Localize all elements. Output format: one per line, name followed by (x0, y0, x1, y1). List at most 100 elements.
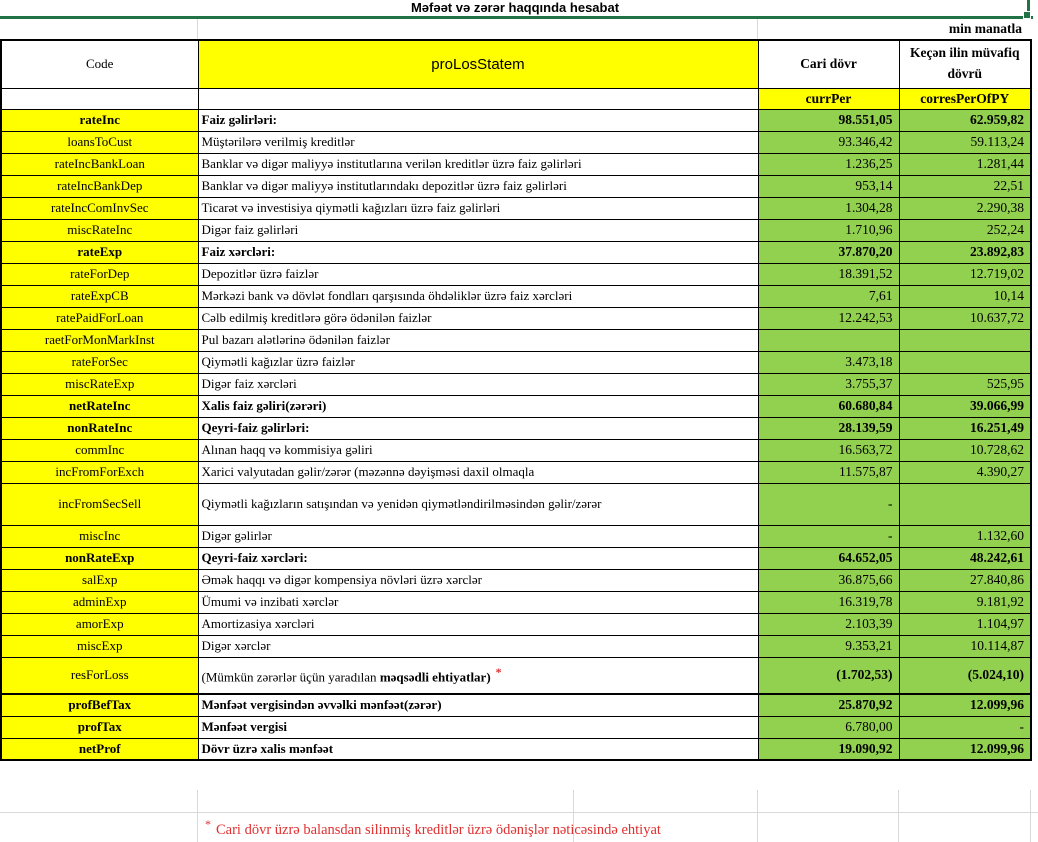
previous-period-value-cell[interactable]: 39.066,99 (898, 394, 1032, 418)
row-code-cell[interactable]: rateInc (0, 108, 199, 132)
row-label-cell[interactable]: Dövr üzrə xalis mənfəət (197, 737, 759, 761)
row-label-cell[interactable]: Banklar və digər maliyyə institutlarına … (197, 152, 759, 176)
row-label-cell[interactable]: Banklar və digər maliyyə institutlarında… (197, 174, 759, 198)
row-label-cell[interactable]: Digər faiz xərcləri (197, 372, 759, 396)
previous-period-value-cell[interactable]: 10,14 (898, 284, 1032, 308)
empty-cell[interactable] (197, 87, 759, 110)
row-code-cell[interactable]: nonRateInc (0, 416, 199, 440)
row-label-cell[interactable]: Xarici valyutadan gəlir/zərər (məzənnə d… (197, 460, 759, 484)
previous-period-header[interactable]: Keçən ilin müvafiq dövrü (898, 39, 1032, 89)
current-period-value-cell[interactable]: 1.304,28 (757, 196, 900, 220)
row-code-cell[interactable]: rateIncComInvSec (0, 196, 199, 220)
row-label-cell[interactable]: Digər xərclər (197, 634, 759, 658)
previous-period-value-cell[interactable]: (5.024,10) (898, 656, 1032, 695)
row-label-cell[interactable]: Faiz xərcləri: (197, 240, 759, 264)
previous-period-value-cell[interactable] (898, 482, 1032, 526)
current-period-value-cell[interactable]: 7,61 (757, 284, 900, 308)
row-code-cell[interactable]: rateIncBankDep (0, 174, 199, 198)
previous-period-value-cell[interactable]: 10.114,87 (898, 634, 1032, 658)
row-code-cell[interactable]: netRateInc (0, 394, 199, 418)
row-label-cell[interactable]: Mənfəət vergisindən əvvəlki mənfəət(zərə… (197, 693, 759, 717)
current-period-value-cell[interactable]: 1.236,25 (757, 152, 900, 176)
current-period-value-cell[interactable]: 60.680,84 (757, 394, 900, 418)
previous-period-value-cell[interactable] (898, 328, 1032, 352)
previous-period-value-cell[interactable]: 1.132,60 (898, 524, 1032, 548)
row-label-cell[interactable]: Ticarət və investisiya qiymətli kağızlar… (197, 196, 759, 220)
previous-period-value-cell[interactable]: 10.728,62 (898, 438, 1032, 462)
previous-period-value-cell[interactable]: 9.181,92 (898, 590, 1032, 614)
current-period-value-cell[interactable]: 953,14 (757, 174, 900, 198)
current-period-value-cell[interactable]: 6.780,00 (757, 715, 900, 739)
previous-period-value-cell[interactable]: - (898, 715, 1032, 739)
row-code-cell[interactable]: resForLoss (0, 656, 199, 695)
previous-period-value-cell[interactable]: 4.390,27 (898, 460, 1032, 484)
row-code-cell[interactable]: rateExp (0, 240, 199, 264)
row-code-cell[interactable]: rateIncBankLoan (0, 152, 199, 176)
current-period-value-cell[interactable]: 64.652,05 (757, 546, 900, 570)
current-period-value-cell[interactable]: 25.870,92 (757, 693, 900, 717)
row-label-cell[interactable]: Xalis faiz gəliri(zərəri) (197, 394, 759, 418)
current-period-value-cell[interactable]: 93.346,42 (757, 130, 900, 154)
previous-period-value-cell[interactable]: 1.104,97 (898, 612, 1032, 636)
row-code-cell[interactable]: netProf (0, 737, 199, 761)
previous-period-value-cell[interactable]: 525,95 (898, 372, 1032, 396)
previous-period-value-cell[interactable]: 2.290,38 (898, 196, 1032, 220)
current-period-value-cell[interactable]: 28.139,59 (757, 416, 900, 440)
row-label-cell[interactable]: Qiymətli kağızların satışından və yenidə… (197, 482, 759, 526)
row-label-cell[interactable]: Ümumi və inzibati xərclər (197, 590, 759, 614)
current-period-value-cell[interactable]: 1.710,96 (757, 218, 900, 242)
row-code-cell[interactable]: nonRateExp (0, 546, 199, 570)
row-code-cell[interactable]: rateForDep (0, 262, 199, 286)
row-code-cell[interactable]: raetForMonMarkInst (0, 328, 199, 352)
current-period-value-cell[interactable]: - (757, 482, 900, 526)
row-code-cell[interactable]: rateExpCB (0, 284, 199, 308)
current-period-value-cell[interactable]: (1.702,53) (757, 656, 900, 695)
current-period-value-cell[interactable]: 3.473,18 (757, 350, 900, 374)
row-label-cell[interactable]: Cəlb edilmiş kreditlərə görə ödənilən fa… (197, 306, 759, 330)
row-label-cell[interactable]: Mərkəzi bank və dövlət fondları qarşısın… (197, 284, 759, 308)
previous-period-code[interactable]: corresPerOfPY (898, 87, 1032, 110)
row-code-cell[interactable]: adminExp (0, 590, 199, 614)
current-period-value-cell[interactable]: 16.319,78 (757, 590, 900, 614)
current-period-value-cell[interactable] (757, 328, 900, 352)
previous-period-value-cell[interactable]: 10.637,72 (898, 306, 1032, 330)
current-period-value-cell[interactable]: 16.563,72 (757, 438, 900, 462)
previous-period-value-cell[interactable]: 252,24 (898, 218, 1032, 242)
row-code-cell[interactable]: loansToCust (0, 130, 199, 154)
row-code-cell[interactable]: incFromSecSell (0, 482, 199, 526)
previous-period-value-cell[interactable]: 12.719,02 (898, 262, 1032, 286)
current-period-header[interactable]: Cari dövr (757, 39, 900, 89)
row-code-cell[interactable]: profTax (0, 715, 199, 739)
row-code-cell[interactable]: commInc (0, 438, 199, 462)
previous-period-value-cell[interactable]: 59.113,24 (898, 130, 1032, 154)
current-period-code[interactable]: currPer (757, 87, 900, 110)
current-period-value-cell[interactable]: 98.551,05 (757, 108, 900, 132)
current-period-value-cell[interactable]: 18.391,52 (757, 262, 900, 286)
previous-period-value-cell[interactable] (898, 350, 1032, 374)
row-code-cell[interactable]: miscInc (0, 524, 199, 548)
previous-period-value-cell[interactable]: 62.959,82 (898, 108, 1032, 132)
previous-period-value-cell[interactable]: 16.251,49 (898, 416, 1032, 440)
row-label-cell[interactable]: Amortizasiya xərcləri (197, 612, 759, 636)
row-label-cell[interactable]: Qeyri-faiz gəlirləri: (197, 416, 759, 440)
current-period-value-cell[interactable]: 9.353,21 (757, 634, 900, 658)
row-code-cell[interactable]: miscExp (0, 634, 199, 658)
row-label-cell[interactable]: Faiz gəlirləri: (197, 108, 759, 132)
current-period-value-cell[interactable]: - (757, 524, 900, 548)
row-label-cell[interactable]: Müştərilərə verilmiş kreditlər (197, 130, 759, 154)
current-period-value-cell[interactable]: 19.090,92 (757, 737, 900, 761)
row-label-cell[interactable]: (Mümkün zərərlər üçün yaradılan məqsədli… (197, 656, 759, 695)
row-code-cell[interactable]: incFromForExch (0, 460, 199, 484)
current-period-value-cell[interactable]: 3.755,37 (757, 372, 900, 396)
previous-period-value-cell[interactable]: 1.281,44 (898, 152, 1032, 176)
row-label-cell[interactable]: Qiymətli kağızlar üzrə faizlər (197, 350, 759, 374)
row-code-cell[interactable]: amorExp (0, 612, 199, 636)
row-label-cell[interactable]: Depozitlər üzrə faizlər (197, 262, 759, 286)
code-column-header[interactable]: Code (0, 39, 199, 89)
row-label-cell[interactable]: Alınan haqq və kommisiya gəliri (197, 438, 759, 462)
row-label-cell[interactable]: Pul bazarı alətlərinə ödənilən faizlər (197, 328, 759, 352)
row-label-cell[interactable]: Əmək haqqı və digər kompensiya növləri ü… (197, 568, 759, 592)
row-code-cell[interactable]: profBefTax (0, 693, 199, 717)
current-period-value-cell[interactable]: 36.875,66 (757, 568, 900, 592)
row-code-cell[interactable]: ratePaidForLoan (0, 306, 199, 330)
